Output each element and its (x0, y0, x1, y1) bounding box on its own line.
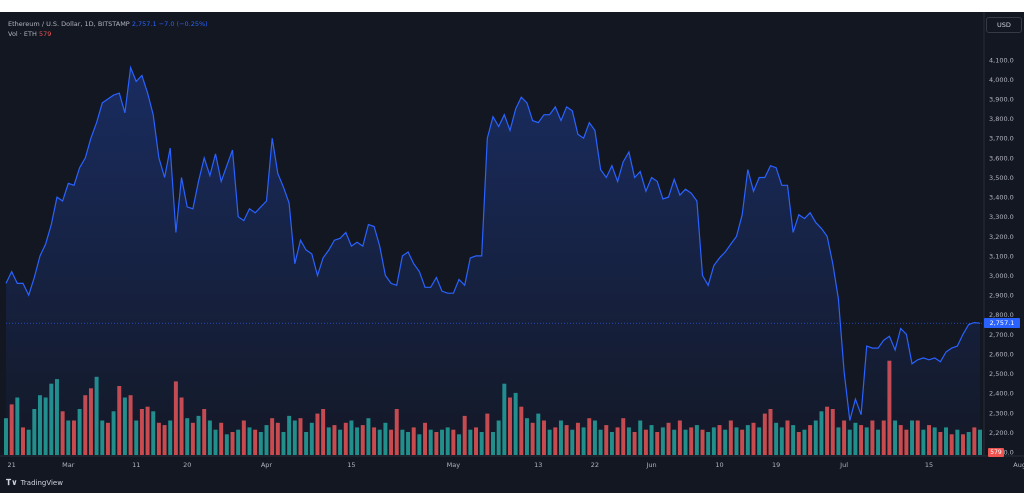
volume-value: 579 (38, 30, 52, 38)
y-tick-label: 2,500.0 (989, 370, 1014, 378)
x-tick-label: May (447, 461, 461, 469)
y-tick-label: 2,300.0 (989, 409, 1014, 417)
y-tick-label: 3,600.0 (989, 154, 1014, 162)
x-tick-label: 20 (183, 461, 191, 469)
x-tick-label: 15 (347, 461, 355, 469)
x-tick-label: 10 (715, 461, 723, 469)
currency-button[interactable]: USD (986, 17, 1022, 33)
chart-legend: Ethereum / U.S. Dollar, 1D, BITSTAMP 2,7… (8, 19, 208, 39)
y-tick-label: 3,500.0 (989, 174, 1014, 182)
y-tick-label: 2,200.0 (989, 429, 1014, 437)
x-tick-label: 21 (8, 461, 16, 469)
y-tick-label: 2,900.0 (989, 292, 1014, 300)
price-area (6, 67, 980, 455)
volume-label: Vol · ETH (8, 30, 37, 38)
last-price-tag: 2,757.1 (984, 318, 1020, 329)
x-tick-label: Aug (1013, 461, 1024, 469)
tradingview-brand: TradingView (20, 479, 63, 487)
volume-tag: 579 (988, 448, 1004, 457)
x-tick-label: 22 (591, 461, 599, 469)
tradingview-logo[interactable]: 𝐓∨ TradingView (6, 478, 63, 488)
y-tick-label: 3,400.0 (989, 194, 1014, 202)
y-tick-label: 3,200.0 (989, 233, 1014, 241)
x-tick-label: 15 (925, 461, 933, 469)
x-tick-label: Jul (839, 461, 848, 469)
x-tick-label: 19 (772, 461, 780, 469)
y-tick-label: 3,000.0 (989, 272, 1014, 280)
y-tick-label: 4,100.0 (989, 56, 1014, 64)
price-chart[interactable]: 4,100.0 4,000.0 3,900.0 3,800.0 3,700.0 3,600… (0, 12, 1024, 472)
price-line (5, 65, 981, 421)
x-tick-label: Mar (62, 461, 75, 469)
x-tick-label: 13 (534, 461, 542, 469)
y-tick-label: 2,700.0 (989, 331, 1014, 339)
tradingview-mark-icon: 𝐓∨ (6, 478, 18, 487)
y-tick-label: 3,900.0 (989, 96, 1014, 104)
y-tick-label: 2,600.0 (989, 350, 1014, 358)
x-tick-label: Apr (261, 461, 273, 469)
last-price: 2,757.1 (131, 20, 157, 28)
x-tick-label: Jun (645, 461, 656, 469)
y-tick-label: 3,800.0 (989, 115, 1014, 123)
y-tick-label: 2,400.0 (989, 390, 1014, 398)
y-tick-label: 3,700.0 (989, 135, 1014, 143)
y-tick-label: 3,300.0 (989, 213, 1014, 221)
x-tick-label: 11 (132, 461, 140, 469)
y-tick-label: 3,100.0 (989, 252, 1014, 260)
y-tick-label: 2,800.0 (989, 311, 1014, 319)
price-change: −7.0 (−0.25%) (158, 20, 208, 28)
y-tick-label: 4,000.0 (989, 76, 1014, 84)
symbol-title: Ethereum / U.S. Dollar, 1D, BITSTAMP (8, 20, 130, 28)
